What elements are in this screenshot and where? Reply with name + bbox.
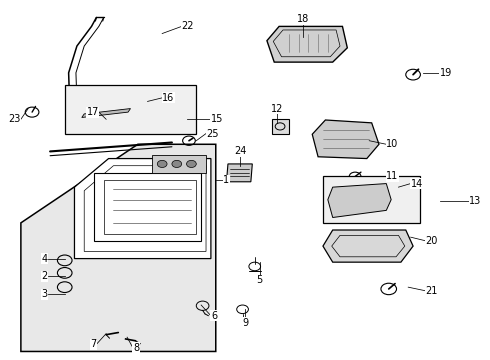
Text: 9: 9 [242, 318, 248, 328]
Text: 2: 2 [42, 271, 48, 282]
Text: 4: 4 [42, 253, 48, 264]
Polygon shape [267, 26, 347, 62]
Circle shape [172, 160, 182, 167]
Polygon shape [94, 173, 201, 241]
Text: 15: 15 [211, 114, 223, 124]
Text: 21: 21 [425, 286, 438, 296]
Polygon shape [21, 144, 216, 351]
Text: 19: 19 [440, 68, 452, 78]
Text: 1: 1 [223, 175, 229, 185]
Text: 12: 12 [270, 104, 283, 113]
Bar [65, 85, 196, 134]
Polygon shape [312, 120, 379, 158]
Polygon shape [226, 164, 252, 182]
Circle shape [157, 160, 167, 167]
Text: 23: 23 [8, 114, 21, 124]
Text: 8: 8 [133, 343, 139, 353]
Polygon shape [323, 230, 413, 262]
Text: 25: 25 [206, 129, 219, 139]
Text: 6: 6 [211, 311, 217, 321]
Text: 7: 7 [90, 339, 97, 349]
Polygon shape [74, 158, 211, 258]
Polygon shape [272, 119, 289, 134]
Text: 5: 5 [256, 275, 263, 285]
Text: 14: 14 [411, 179, 423, 189]
Text: 20: 20 [425, 236, 438, 246]
Text: 24: 24 [234, 147, 246, 157]
Text: 17: 17 [86, 107, 99, 117]
Text: 18: 18 [297, 14, 310, 24]
Text: 11: 11 [386, 171, 398, 181]
Polygon shape [328, 184, 391, 217]
Text: 16: 16 [162, 93, 174, 103]
Text: 22: 22 [182, 21, 194, 31]
Text: 3: 3 [42, 289, 48, 299]
Text: 13: 13 [469, 197, 481, 206]
Polygon shape [82, 109, 130, 117]
Circle shape [187, 160, 196, 167]
Polygon shape [152, 155, 206, 173]
Bar [323, 176, 420, 223]
Text: 10: 10 [386, 139, 398, 149]
